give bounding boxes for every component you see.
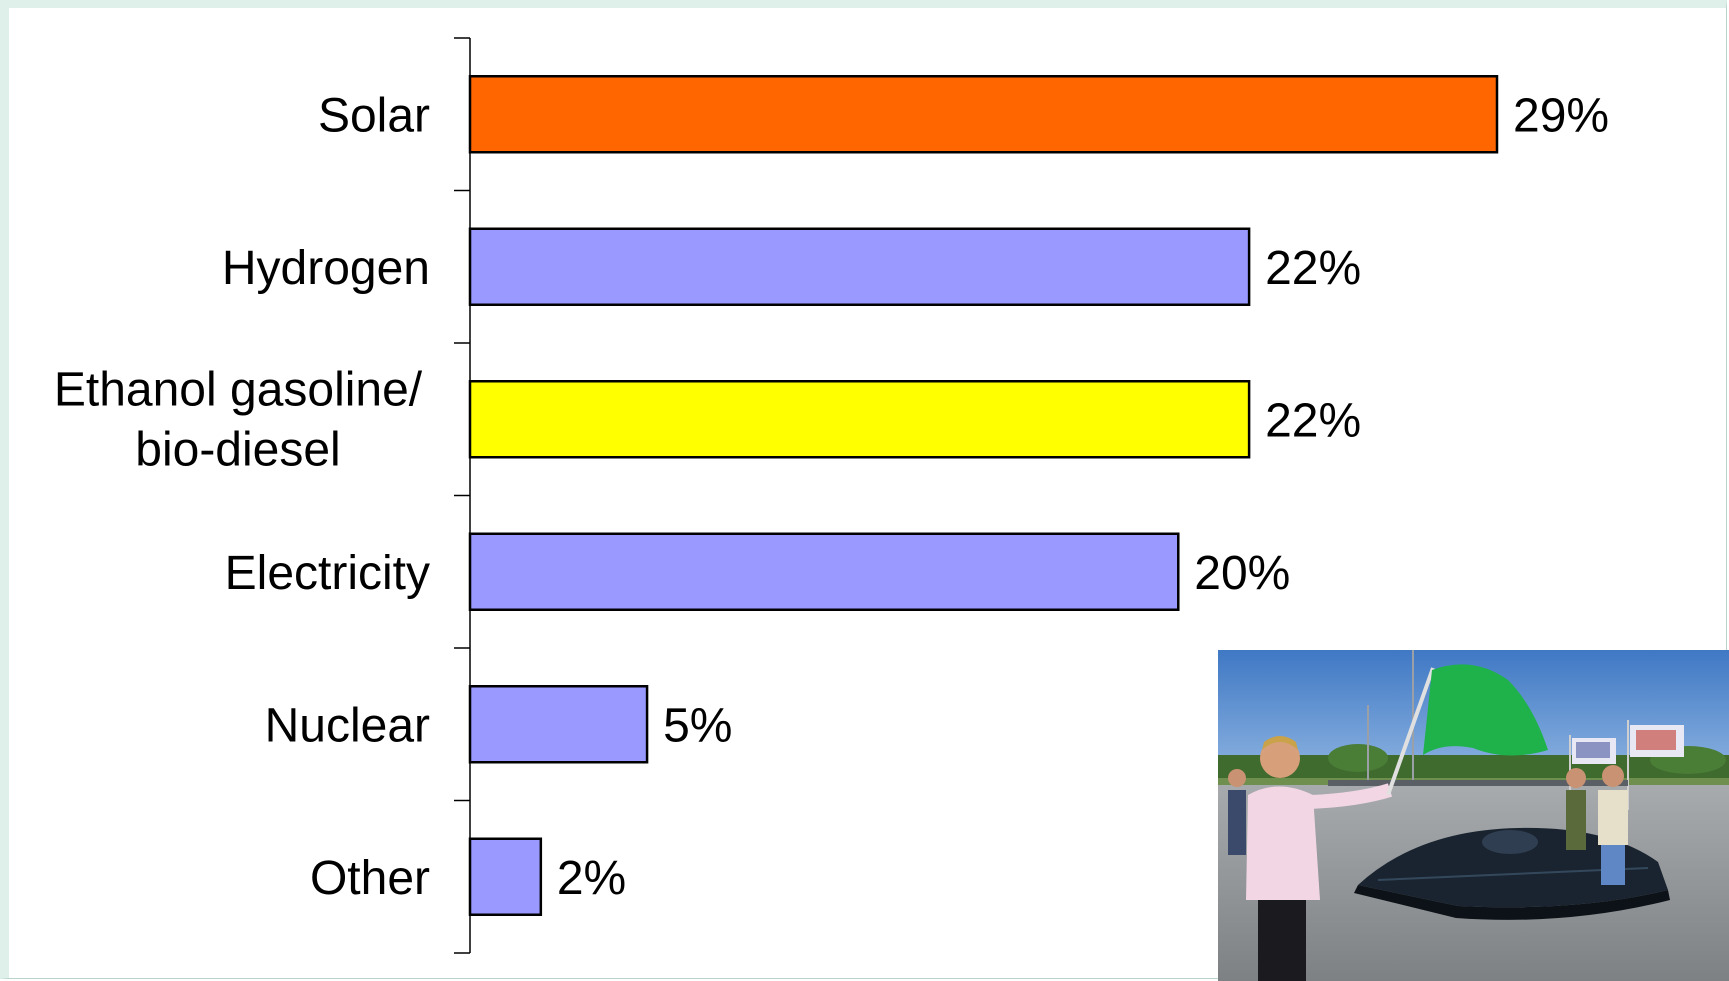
category-label: Nuclear [265, 699, 430, 752]
value-label: 2% [557, 852, 626, 905]
value-label: 22% [1265, 394, 1361, 447]
value-label: 29% [1513, 89, 1609, 142]
green-flag [1423, 664, 1548, 756]
bar-ethanol-gasoline-bio-diesel [468, 380, 1251, 459]
category-labels: Solar Hydrogen Ethanol gasoline/bio-diesel… [54, 89, 430, 905]
value-labels: 29% 22% 22% 20% 5% 2% [557, 89, 1609, 905]
bar-nuclear [468, 685, 649, 764]
solar-car-photo [1218, 650, 1729, 981]
bar-hydrogen [468, 227, 1251, 306]
chart-axis [454, 37, 471, 954]
category-label: Other [310, 852, 430, 905]
value-label: 20% [1194, 547, 1290, 600]
bar-other [468, 837, 543, 916]
value-label: 5% [663, 699, 732, 752]
category-label: Solar [318, 89, 430, 142]
category-label: Ethanol gasoline/bio-diesel [54, 363, 423, 476]
bar-solar [468, 75, 1499, 154]
bars [468, 75, 1499, 916]
value-label: 22% [1265, 242, 1361, 295]
bar-electricity [468, 532, 1180, 611]
solar-car [1354, 827, 1670, 920]
category-label: Hydrogen [222, 242, 430, 295]
man-with-flag [1246, 664, 1548, 981]
category-label: Electricity [225, 547, 430, 600]
bystanders [1228, 765, 1628, 885]
